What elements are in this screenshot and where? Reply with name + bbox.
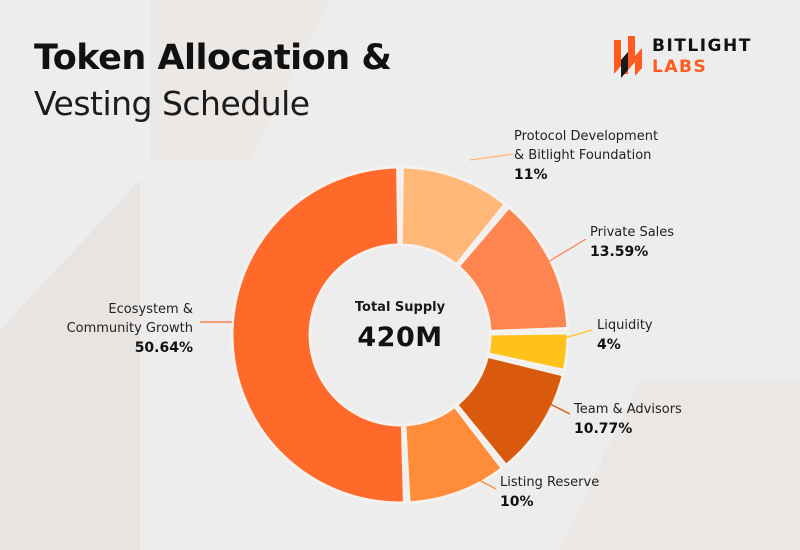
leader-line (557, 329, 593, 341)
page-subtitle: Vesting Schedule (34, 84, 310, 123)
slice-percent: 13.59% (590, 244, 649, 260)
slice-label: Liquidity 4% (597, 316, 653, 355)
logo-text-bitlight: BITLIGHT (652, 36, 752, 56)
donut-slice-private-sales (456, 205, 570, 333)
slice-name: Private Sales (590, 225, 675, 240)
slice-percent: 10% (500, 494, 534, 510)
slice-label: Ecosystem & Community Growth 50.64% (67, 300, 193, 358)
donut-slice-protocol-development-bitlight-foundation (399, 165, 507, 267)
slice-name: Community Growth (66, 321, 193, 336)
donut-slice-liquidity (486, 331, 570, 372)
bitlight-logo-mark-icon (614, 36, 642, 78)
slice-percent: 11% (514, 167, 548, 183)
leader-line (469, 153, 515, 161)
slice-name: Team & Advisors (574, 402, 682, 417)
slice-percent: 10.77% (574, 421, 633, 437)
slice-label: Protocol Development & Bitlight Foundatio… (514, 127, 658, 185)
leader-line (533, 395, 571, 415)
leader-line (461, 470, 497, 490)
slice-name: & Bitlight Foundation (514, 148, 652, 163)
leader-line (547, 238, 587, 263)
donut-slice-team-advisors (455, 354, 565, 467)
page-title: Token Allocation & (34, 38, 392, 78)
logo-text-labs: LABS (652, 57, 708, 77)
slice-label: Team & Advisors 10.77% (574, 400, 682, 439)
slice-name: Ecosystem & (108, 302, 193, 317)
slice-name: Protocol Development (514, 129, 659, 144)
bitlight-labs-logo: BITLIGHT LABS (612, 30, 782, 82)
donut-slice-ecosystem-community-growth (230, 165, 406, 505)
total-supply-label: Total Supply (354, 300, 446, 315)
slice-name: Liquidity (597, 318, 653, 333)
slice-label: Listing Reserve 10% (500, 473, 599, 512)
slice-percent: 4% (597, 337, 621, 353)
slice-name: Listing Reserve (500, 475, 600, 490)
slice-label: Private Sales 13.59% (590, 223, 674, 262)
total-supply-value: 420M (357, 322, 443, 353)
slice-percent: 50.64% (134, 340, 193, 356)
donut-slice-listing-reserve (403, 404, 504, 505)
